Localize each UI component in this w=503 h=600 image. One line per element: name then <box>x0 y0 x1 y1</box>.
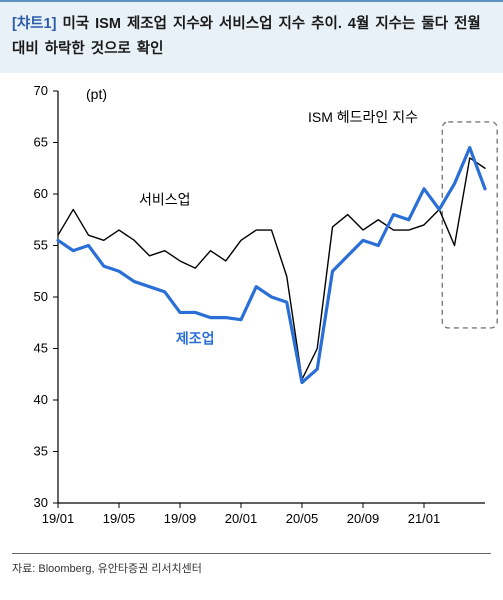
svg-text:ISM 헤드라인 지수: ISM 헤드라인 지수 <box>308 109 418 125</box>
chart-header: [챠트1] 미국 ISM 제조업 지수와 서비스업 지수 추이. 4월 지수는 … <box>0 0 503 73</box>
svg-text:45: 45 <box>34 341 48 356</box>
svg-text:60: 60 <box>34 186 48 201</box>
svg-text:35: 35 <box>34 444 48 459</box>
svg-text:19/09: 19/09 <box>164 511 197 526</box>
svg-text:21/01: 21/01 <box>408 511 441 526</box>
svg-text:30: 30 <box>34 495 48 510</box>
svg-text:제조업: 제조업 <box>176 331 215 347</box>
svg-text:20/09: 20/09 <box>347 511 380 526</box>
svg-text:20/05: 20/05 <box>286 511 319 526</box>
svg-text:65: 65 <box>34 135 48 150</box>
svg-text:19/05: 19/05 <box>103 511 136 526</box>
svg-text:40: 40 <box>34 392 48 407</box>
chart-source-footer: 자료: Bloomberg, 유안타증권 리서치센터 <box>12 553 491 576</box>
svg-text:70: 70 <box>34 83 48 98</box>
line-chart-svg: 30 35 40 45 50 55 60 65 70 19/01 19/05 19/09 20/01 20… <box>0 73 503 543</box>
svg-text:20/01: 20/01 <box>225 511 258 526</box>
chart-number-label: [챠트1] <box>12 16 56 32</box>
svg-text:50: 50 <box>34 289 48 304</box>
chart-title-text: 미국 ISM 제조업 지수와 서비스업 지수 추이. 4월 지수는 둘다 전월 … <box>12 16 481 57</box>
chart-area: 30 35 40 45 50 55 60 65 70 19/01 19/05 19/09 20/01 20… <box>0 73 503 553</box>
svg-text:서비스업: 서비스업 <box>139 192 191 208</box>
svg-text:(pt): (pt) <box>86 86 107 102</box>
svg-text:55: 55 <box>34 238 48 253</box>
source-text: 자료: Bloomberg, 유안타증권 리서치센터 <box>12 563 202 575</box>
svg-text:19/01: 19/01 <box>42 511 75 526</box>
